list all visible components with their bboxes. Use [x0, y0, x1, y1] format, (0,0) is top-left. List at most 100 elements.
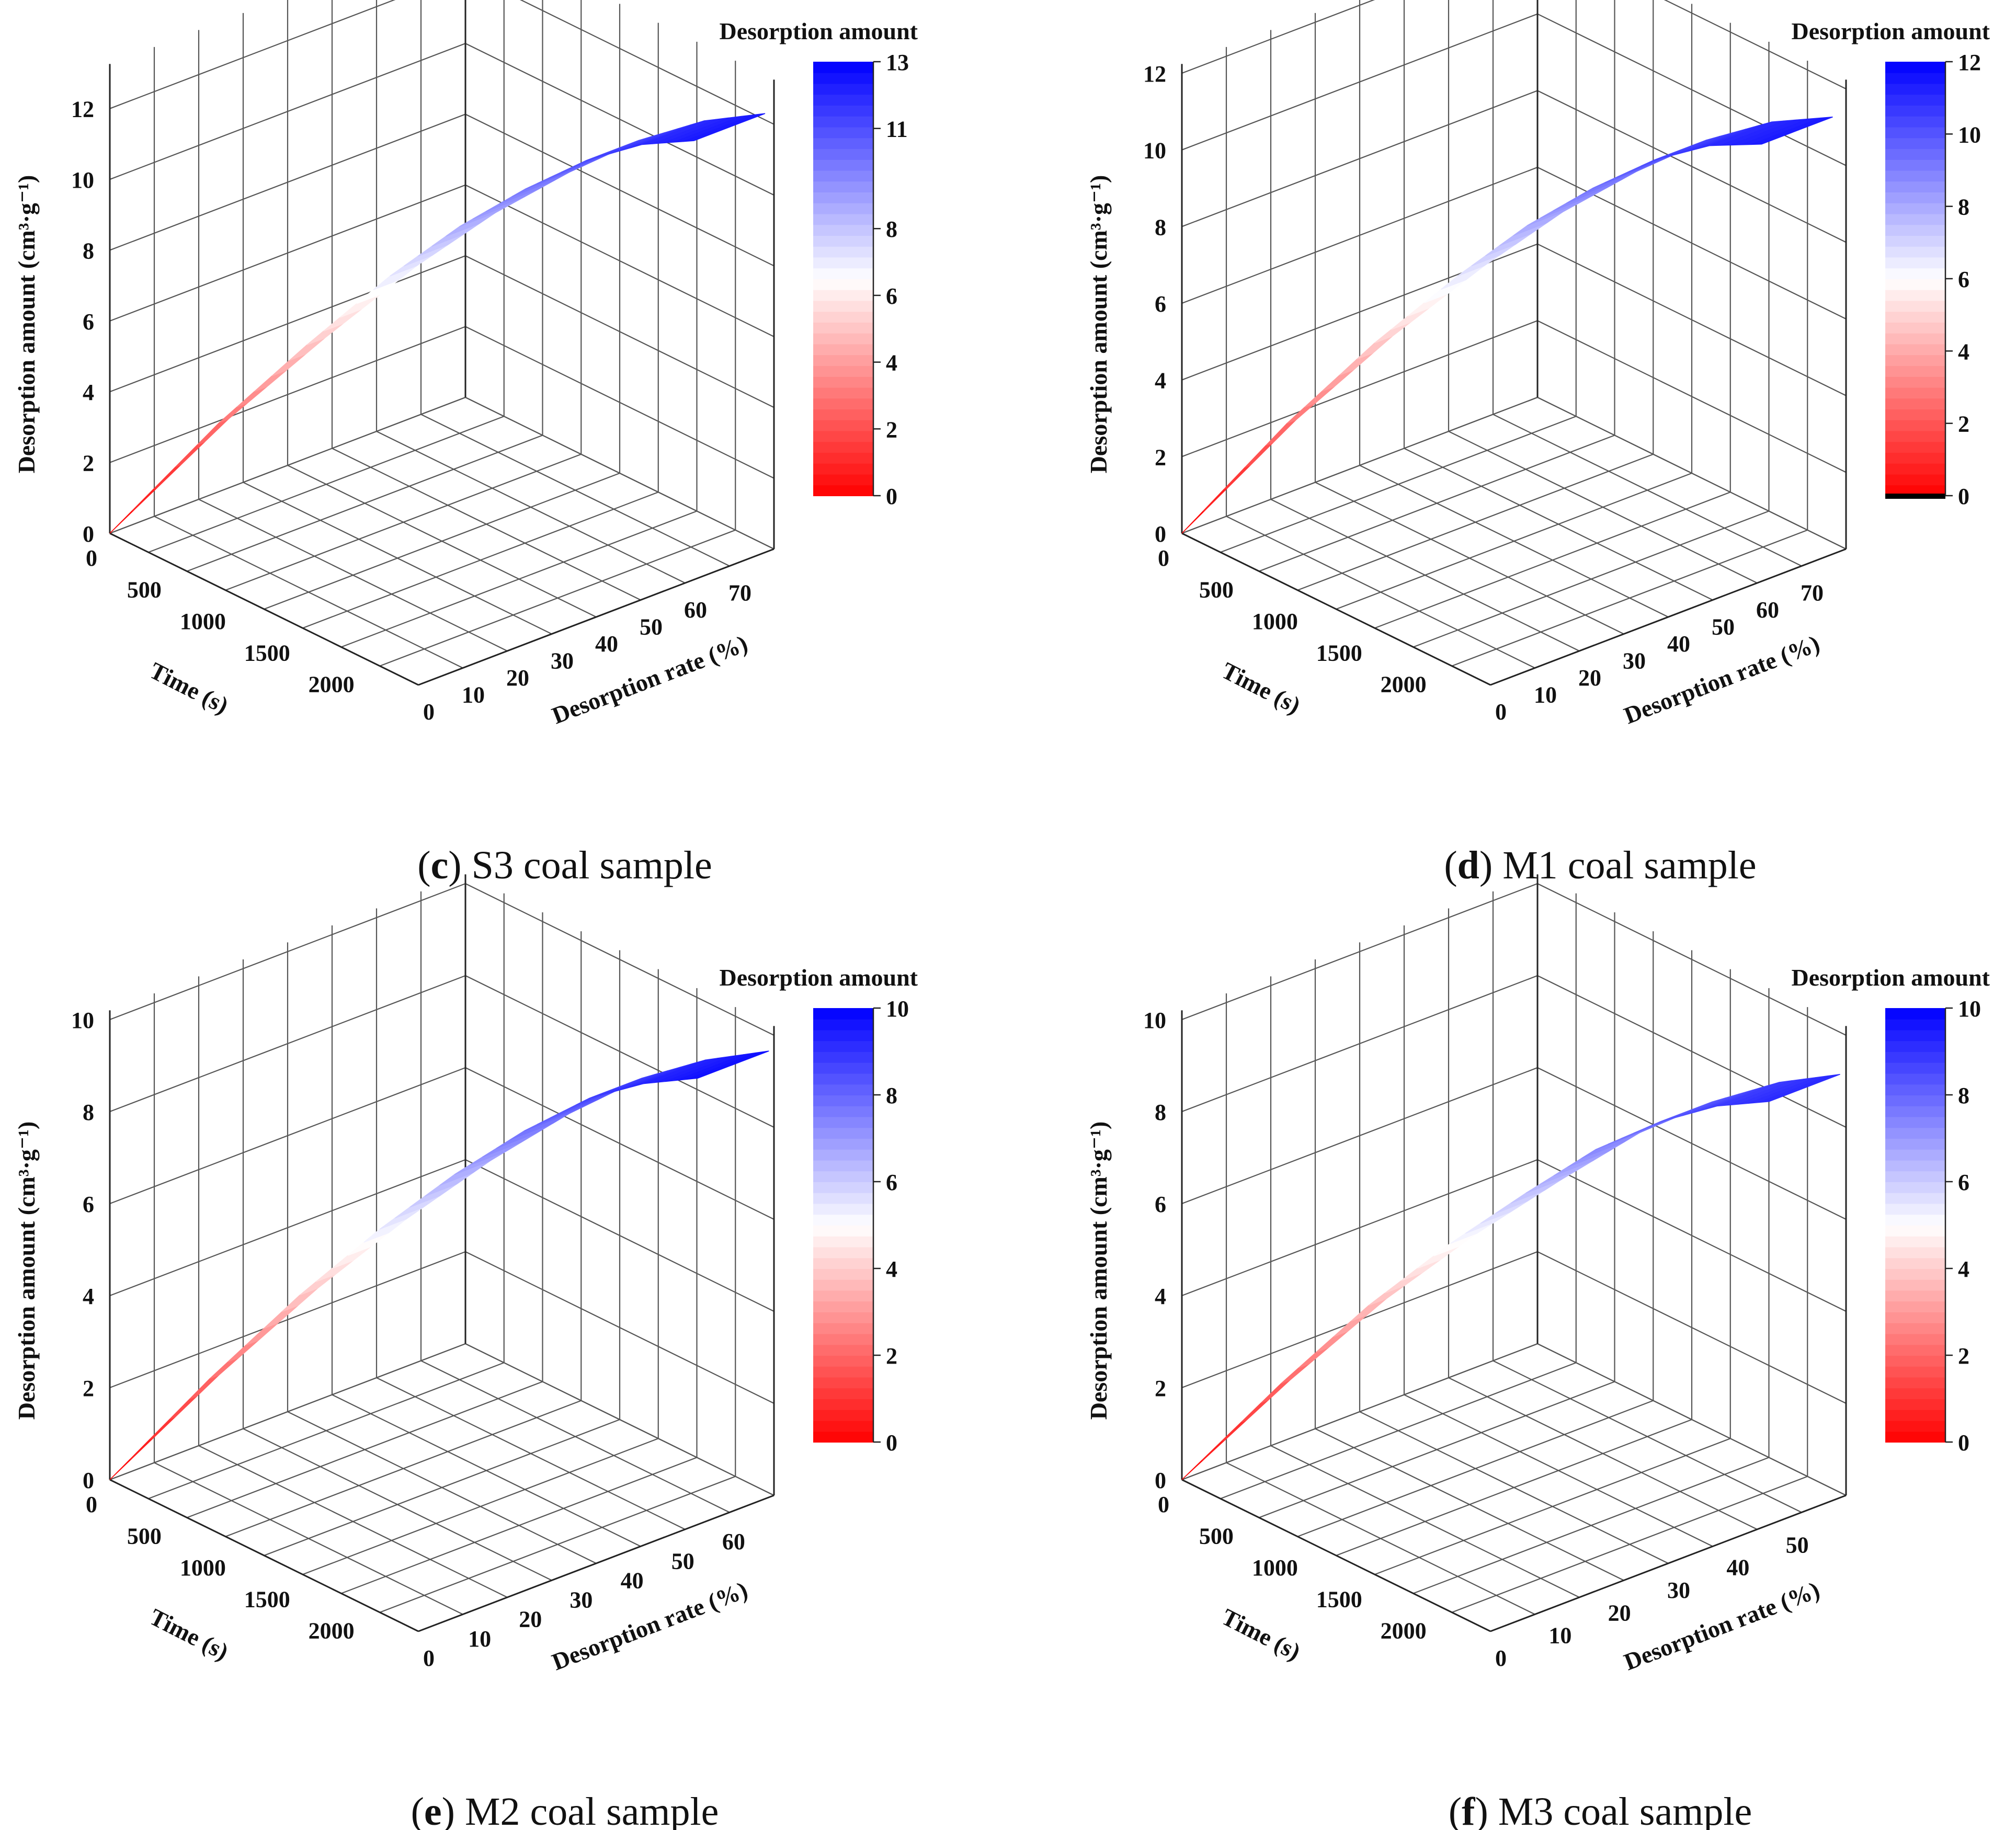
- chart-panel: 0246810050010001500200001020304050Desorp…: [1085, 874, 1990, 1830]
- surface-facet: [300, 1274, 336, 1296]
- colorbar-segment: [1885, 322, 1945, 334]
- colorbar-tick-label: 0: [1958, 484, 1969, 509]
- colorbar-segment: [813, 1290, 873, 1302]
- colorbar-segment: [813, 213, 873, 225]
- wall-gridline: [1181, 320, 1847, 473]
- surface-facet: [254, 370, 287, 392]
- colorbar-tick-label: 10: [1958, 122, 1981, 147]
- wall-gridline: [109, 1067, 774, 1220]
- colorbar-segment: [813, 333, 873, 345]
- colorbar-segment: [1885, 485, 1945, 496]
- colorbar-segment: [813, 1246, 873, 1259]
- floor-gridline: [1404, 1394, 1713, 1547]
- colorbar-segment: [813, 1301, 873, 1312]
- surface-facet: [1457, 254, 1500, 277]
- x-tick-label: 2000: [1381, 1618, 1427, 1644]
- wall-gridline: [1181, 90, 1847, 243]
- colorbar-tick-label: 4: [886, 350, 897, 376]
- wall-gridline: [1181, 243, 1847, 396]
- colorbar-segment: [813, 1236, 873, 1248]
- colorbar-segment: [1885, 202, 1945, 214]
- colorbar-segment: [813, 1322, 873, 1334]
- panel-caption: (f) M3 coal sample: [1449, 1790, 1752, 1830]
- colorbar-segment: [813, 1062, 873, 1074]
- surface-facet: [1245, 442, 1274, 468]
- surface-facet: [332, 1246, 371, 1269]
- surface-facet: [409, 1183, 457, 1208]
- colorbar-segment: [813, 1008, 873, 1020]
- colorbar-segment: [813, 1160, 873, 1172]
- colorbar-segment: [813, 365, 873, 377]
- caption-letter: e: [424, 1790, 442, 1830]
- colorbar: 0 2 4 6 8 10: [1885, 996, 1981, 1456]
- colorbar-segment: [813, 105, 873, 117]
- y-axis-title: Desorption rate (%): [548, 630, 751, 729]
- colorbar-segment: [813, 72, 873, 84]
- floor-gridline: [1315, 482, 1624, 635]
- z-tick-label: 6: [1155, 1192, 1166, 1217]
- axis-frame: [1181, 874, 1847, 1632]
- z-axis-title: Desorption amount (cm³·g⁻¹): [13, 175, 40, 474]
- colorbar-segment: [1885, 170, 1945, 182]
- floor-gridline: [1359, 1411, 1669, 1564]
- colorbar-segment: [1885, 1399, 1945, 1410]
- surface: [109, 113, 766, 534]
- z-tick-label: 2: [83, 451, 94, 476]
- wall-gridline: [1181, 883, 1847, 1036]
- colorbar-segment: [1885, 311, 1945, 323]
- floor-gridline: [243, 1428, 552, 1581]
- colorbar-tick-label: 2: [1958, 1343, 1969, 1369]
- y-tick-label: 50: [671, 1548, 694, 1574]
- colorbar-segment: [813, 1019, 873, 1031]
- surface-facet: [1758, 1073, 1840, 1103]
- y-tick-label: 50: [640, 614, 663, 640]
- colorbar-segment: [813, 1192, 873, 1204]
- surface-facet: [683, 113, 766, 142]
- colorbar-tick-label: 2: [1958, 411, 1969, 437]
- colorbar-segment: [813, 1138, 873, 1150]
- wall-gridline: [109, 975, 774, 1128]
- surface-facet: [1510, 1179, 1562, 1204]
- colorbar-segment: [1885, 409, 1945, 420]
- colorbar-segment: [1885, 1301, 1945, 1312]
- surface-facet: [390, 255, 433, 277]
- y-tick-label: 10: [1534, 682, 1557, 708]
- y-tick-label: 40: [1726, 1555, 1749, 1581]
- colorbar-segment: [813, 1420, 873, 1432]
- colorbar-segment: [813, 192, 873, 203]
- colorbar-segment: [1885, 62, 1945, 73]
- axis-edge: [1490, 1494, 1847, 1632]
- z-tick-label: 4: [1155, 368, 1166, 394]
- colorbar-segment: [1885, 235, 1945, 247]
- colorbar-tick-label: 4: [1958, 1256, 1969, 1282]
- floor-gridline: [1226, 1462, 1535, 1615]
- caption-text: ) M3 coal sample: [1475, 1790, 1752, 1830]
- colorbar-segment: [813, 181, 873, 192]
- wall-gridline: [1181, 975, 1847, 1128]
- axis-edge: [1181, 1479, 1491, 1632]
- axis-frame: [1181, 0, 1847, 686]
- x-tick-label: 500: [127, 1523, 162, 1549]
- colorbar-segment: [1885, 300, 1945, 312]
- colorbar-segment: [813, 344, 873, 356]
- colorbar-segment: [813, 452, 873, 464]
- y-tick-label: 50: [1786, 1532, 1809, 1558]
- surface-facet: [1286, 403, 1316, 424]
- colorbar-segment: [813, 1355, 873, 1367]
- colorbar-segment: [813, 138, 873, 149]
- colorbar-segment: [1885, 105, 1945, 117]
- wall-gridline: [109, 1159, 774, 1312]
- colorbar-tick-label: 8: [1958, 1083, 1969, 1108]
- panel-caption: (c) S3 coal sample: [417, 843, 712, 887]
- y-tick-label: 20: [506, 665, 529, 691]
- colorbar-tick-label: 4: [1958, 339, 1969, 364]
- z-tick-label: 8: [1155, 1100, 1166, 1125]
- colorbar-segment: [1885, 1279, 1945, 1291]
- surface-facet: [1322, 369, 1354, 392]
- surface-facet: [306, 323, 344, 346]
- floor-gridline: [420, 1360, 730, 1513]
- y-tick-label: 20: [1578, 665, 1601, 691]
- surface-facet: [315, 1260, 354, 1283]
- colorbar-title: Desorption amount: [1791, 18, 1990, 44]
